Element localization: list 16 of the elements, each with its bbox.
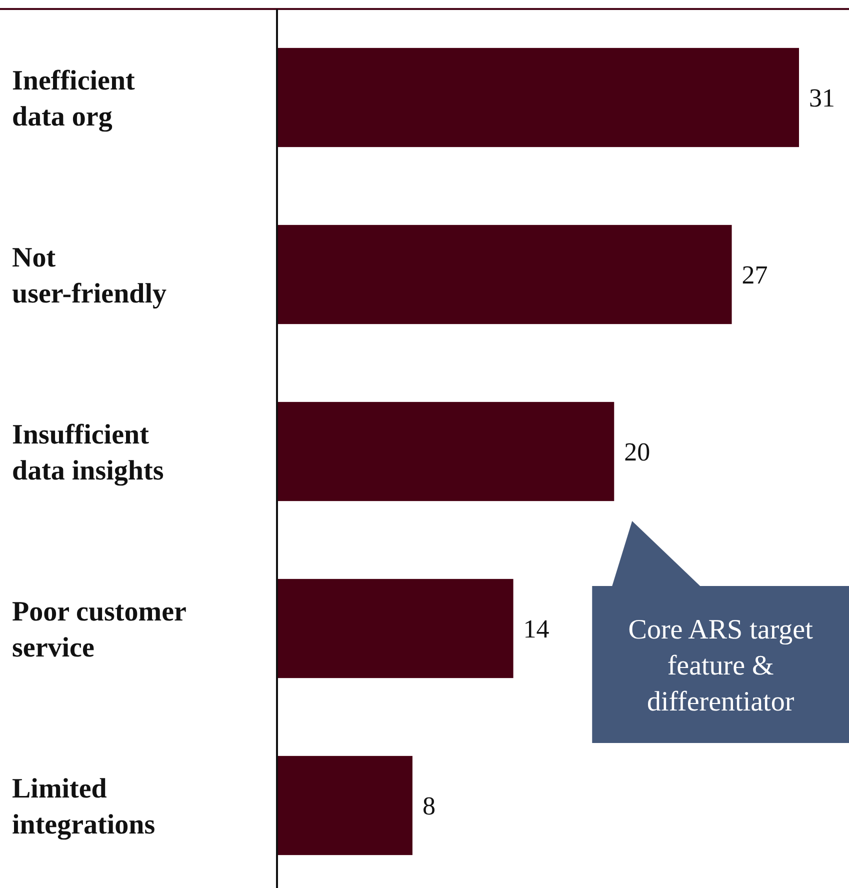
y-tick-label: Poor customer service — [12, 596, 186, 664]
bar — [278, 756, 412, 856]
bar — [278, 224, 732, 324]
y-tick-label: Not user-friendly — [12, 242, 166, 310]
y-tick-label: Insufficient data insights — [12, 419, 164, 486]
y-tick-label: Inefficient data org — [12, 65, 136, 132]
bar — [278, 578, 514, 678]
data-label: 27 — [742, 260, 768, 290]
data-label: 31 — [809, 84, 835, 113]
y-tick-label: Limited integrations — [12, 773, 156, 840]
bar — [278, 48, 799, 148]
data-label: 8 — [422, 792, 436, 821]
bar — [278, 402, 614, 502]
annotation: Core ARS target feature & differentiator — [628, 614, 814, 718]
data-label: 14 — [523, 614, 550, 644]
data-label: 20 — [624, 438, 650, 467]
